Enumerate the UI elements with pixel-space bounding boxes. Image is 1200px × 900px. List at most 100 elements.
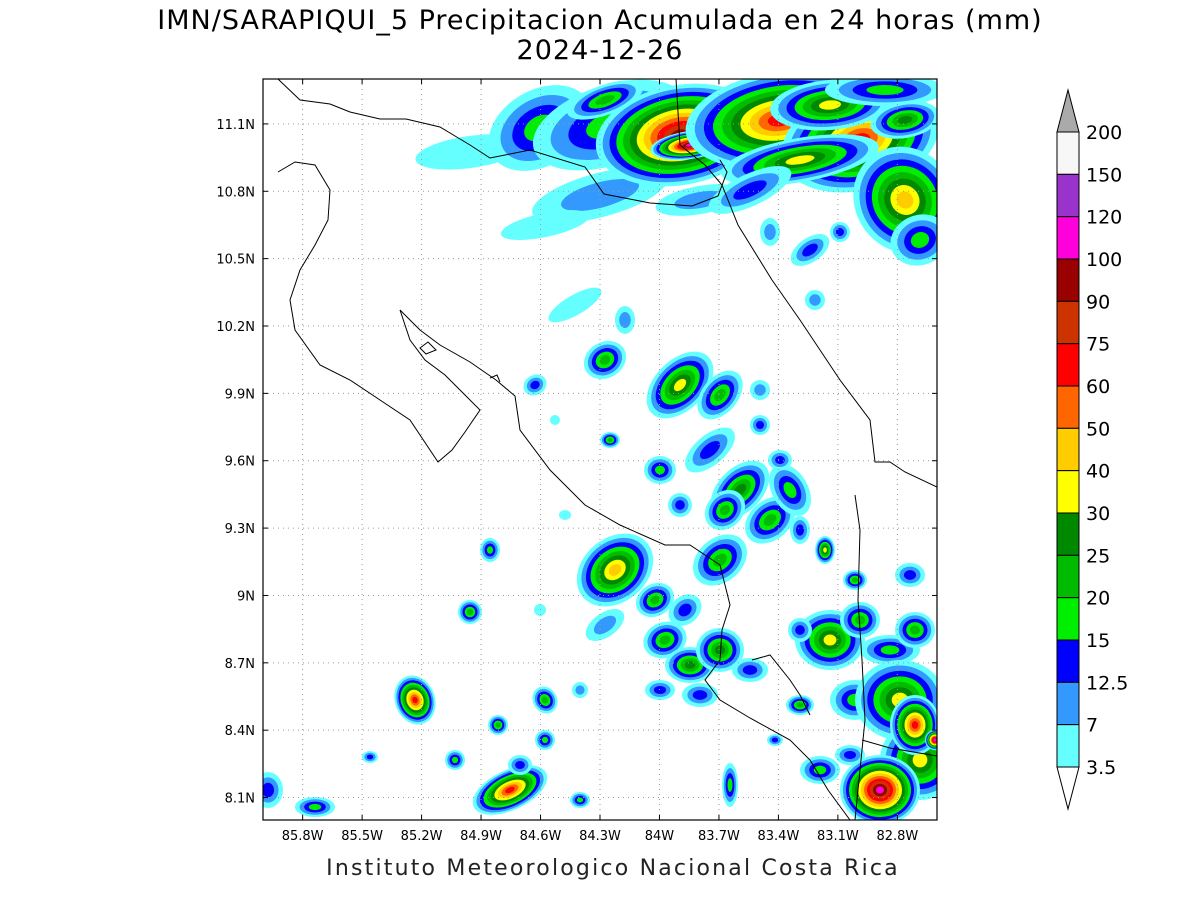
rain-cell [767, 734, 783, 746]
rain-cell [693, 534, 747, 586]
colorbar-swatch [1056, 681, 1080, 726]
panama-border [854, 494, 866, 820]
colorbar-level-label: 25 [1086, 545, 1110, 567]
rain-cell [445, 750, 465, 770]
lat-tick-label: 9.6N [225, 455, 255, 470]
colorbar-level-label: 30 [1086, 503, 1110, 525]
colorbar-swatch [1056, 258, 1080, 302]
lon-tick-label: 83.1W [817, 829, 859, 844]
rain-cell [500, 209, 590, 241]
rain-cell [523, 374, 547, 396]
rain-cell [890, 214, 937, 266]
rain-cell [805, 290, 825, 310]
rain-cell [576, 533, 654, 607]
rain-cell [815, 536, 835, 564]
rain-cell [895, 563, 925, 587]
rain-cell [682, 683, 718, 707]
rain-cell [559, 510, 571, 520]
map-gridlines [263, 79, 937, 820]
lon-tick-label: 84.3W [579, 829, 621, 844]
rain-cell [750, 380, 770, 400]
map-date: 2024-12-26 [516, 35, 684, 66]
rain-cell [696, 628, 744, 672]
rain-cell [830, 222, 850, 242]
colorbar-swatch [1056, 216, 1080, 260]
rain-cell [645, 680, 675, 700]
colorbar-swatch [1056, 554, 1080, 599]
rain-cell [646, 351, 714, 419]
colorbar-swatch [1056, 343, 1080, 387]
rain-cell [472, 765, 548, 815]
colorbar-swatch [1056, 512, 1080, 556]
rain-cell [835, 745, 865, 765]
lat-tick-label: 9N [237, 589, 255, 604]
rain-cell [362, 751, 378, 763]
nicaragua-coast-north [277, 79, 406, 120]
coast-island [419, 341, 437, 355]
rain-cell [760, 218, 780, 246]
rain-cell [263, 772, 283, 808]
colorbar-swatch [1056, 385, 1080, 429]
rain-cell [600, 432, 620, 448]
rain-cell [925, 730, 937, 750]
rain-cell [532, 686, 558, 714]
colorbar: 200 150 120 100 90 75 60 50 40 30 25 20 15 12.5 7 3.5 [1056, 88, 1128, 811]
lon-tick-label: 85.8W [282, 829, 324, 844]
colorbar-level-label: 100 [1086, 249, 1122, 271]
nicoya-bay [489, 374, 501, 383]
nicaragua-border [405, 118, 728, 207]
rain-cell [790, 516, 810, 544]
colorbar-level-label: 40 [1086, 461, 1110, 483]
lon-tick-label: 84.6W [520, 829, 562, 844]
rain-cell [768, 450, 792, 470]
colorbar-level-label: 75 [1086, 334, 1110, 356]
rain-cell [708, 166, 792, 214]
colorbar-level-label: 120 [1086, 207, 1122, 229]
colorbar-swatch [1056, 131, 1080, 175]
rain-cell [843, 570, 867, 590]
rain-cell [697, 370, 743, 420]
rain-cell [570, 792, 590, 808]
rain-cell [750, 415, 770, 435]
rain-cell [635, 582, 675, 618]
lat-tick-label: 9.9N [225, 387, 255, 402]
nicoya-peninsula [277, 161, 481, 463]
footer-credit: Instituto Meteorologico Nacional Costa R… [326, 856, 900, 881]
rain-cell [480, 538, 500, 562]
rain-cell [644, 456, 676, 484]
rain-cell [790, 234, 830, 266]
rain-cell [394, 675, 436, 725]
precipitation-field [263, 79, 937, 820]
rain-cell [535, 730, 555, 750]
rain-cell [668, 594, 702, 626]
rain-cell [732, 658, 768, 682]
caribbean-coast [675, 79, 937, 488]
rain-cell [704, 489, 746, 531]
colorbar-level-label: 90 [1086, 291, 1110, 313]
rain-cell [585, 609, 625, 641]
lat-tick-label: 10.5N [216, 253, 255, 268]
rain-cell [870, 101, 937, 139]
rain-cell [722, 763, 738, 807]
colorbar-swatch [1056, 300, 1080, 345]
lat-tick-label: 8.4N [225, 724, 255, 739]
rain-cell [508, 755, 532, 775]
map-frame [262, 78, 938, 821]
colorbar-swatch [1056, 427, 1080, 472]
colorbar-swatch [1056, 639, 1080, 683]
rain-cell [583, 340, 627, 380]
lat-tick-label: 10.2N [216, 320, 255, 335]
rain-cell [548, 287, 602, 323]
lat-tick-label: 8.1N [225, 792, 255, 807]
colorbar-level-label: 7 [1086, 715, 1098, 737]
lon-tick-label: 84.9W [460, 829, 502, 844]
rain-cell [295, 797, 335, 817]
lon-tick-label: 83.7W [698, 829, 740, 844]
coastlines [277, 79, 937, 820]
lon-tick-label: 82.8W [876, 829, 918, 844]
lat-tick-label: 9.3N [225, 522, 255, 537]
colorbar-swatch [1056, 724, 1080, 768]
colorbar-swatch [1056, 597, 1080, 641]
colorbar-under-triangle [1056, 766, 1080, 811]
